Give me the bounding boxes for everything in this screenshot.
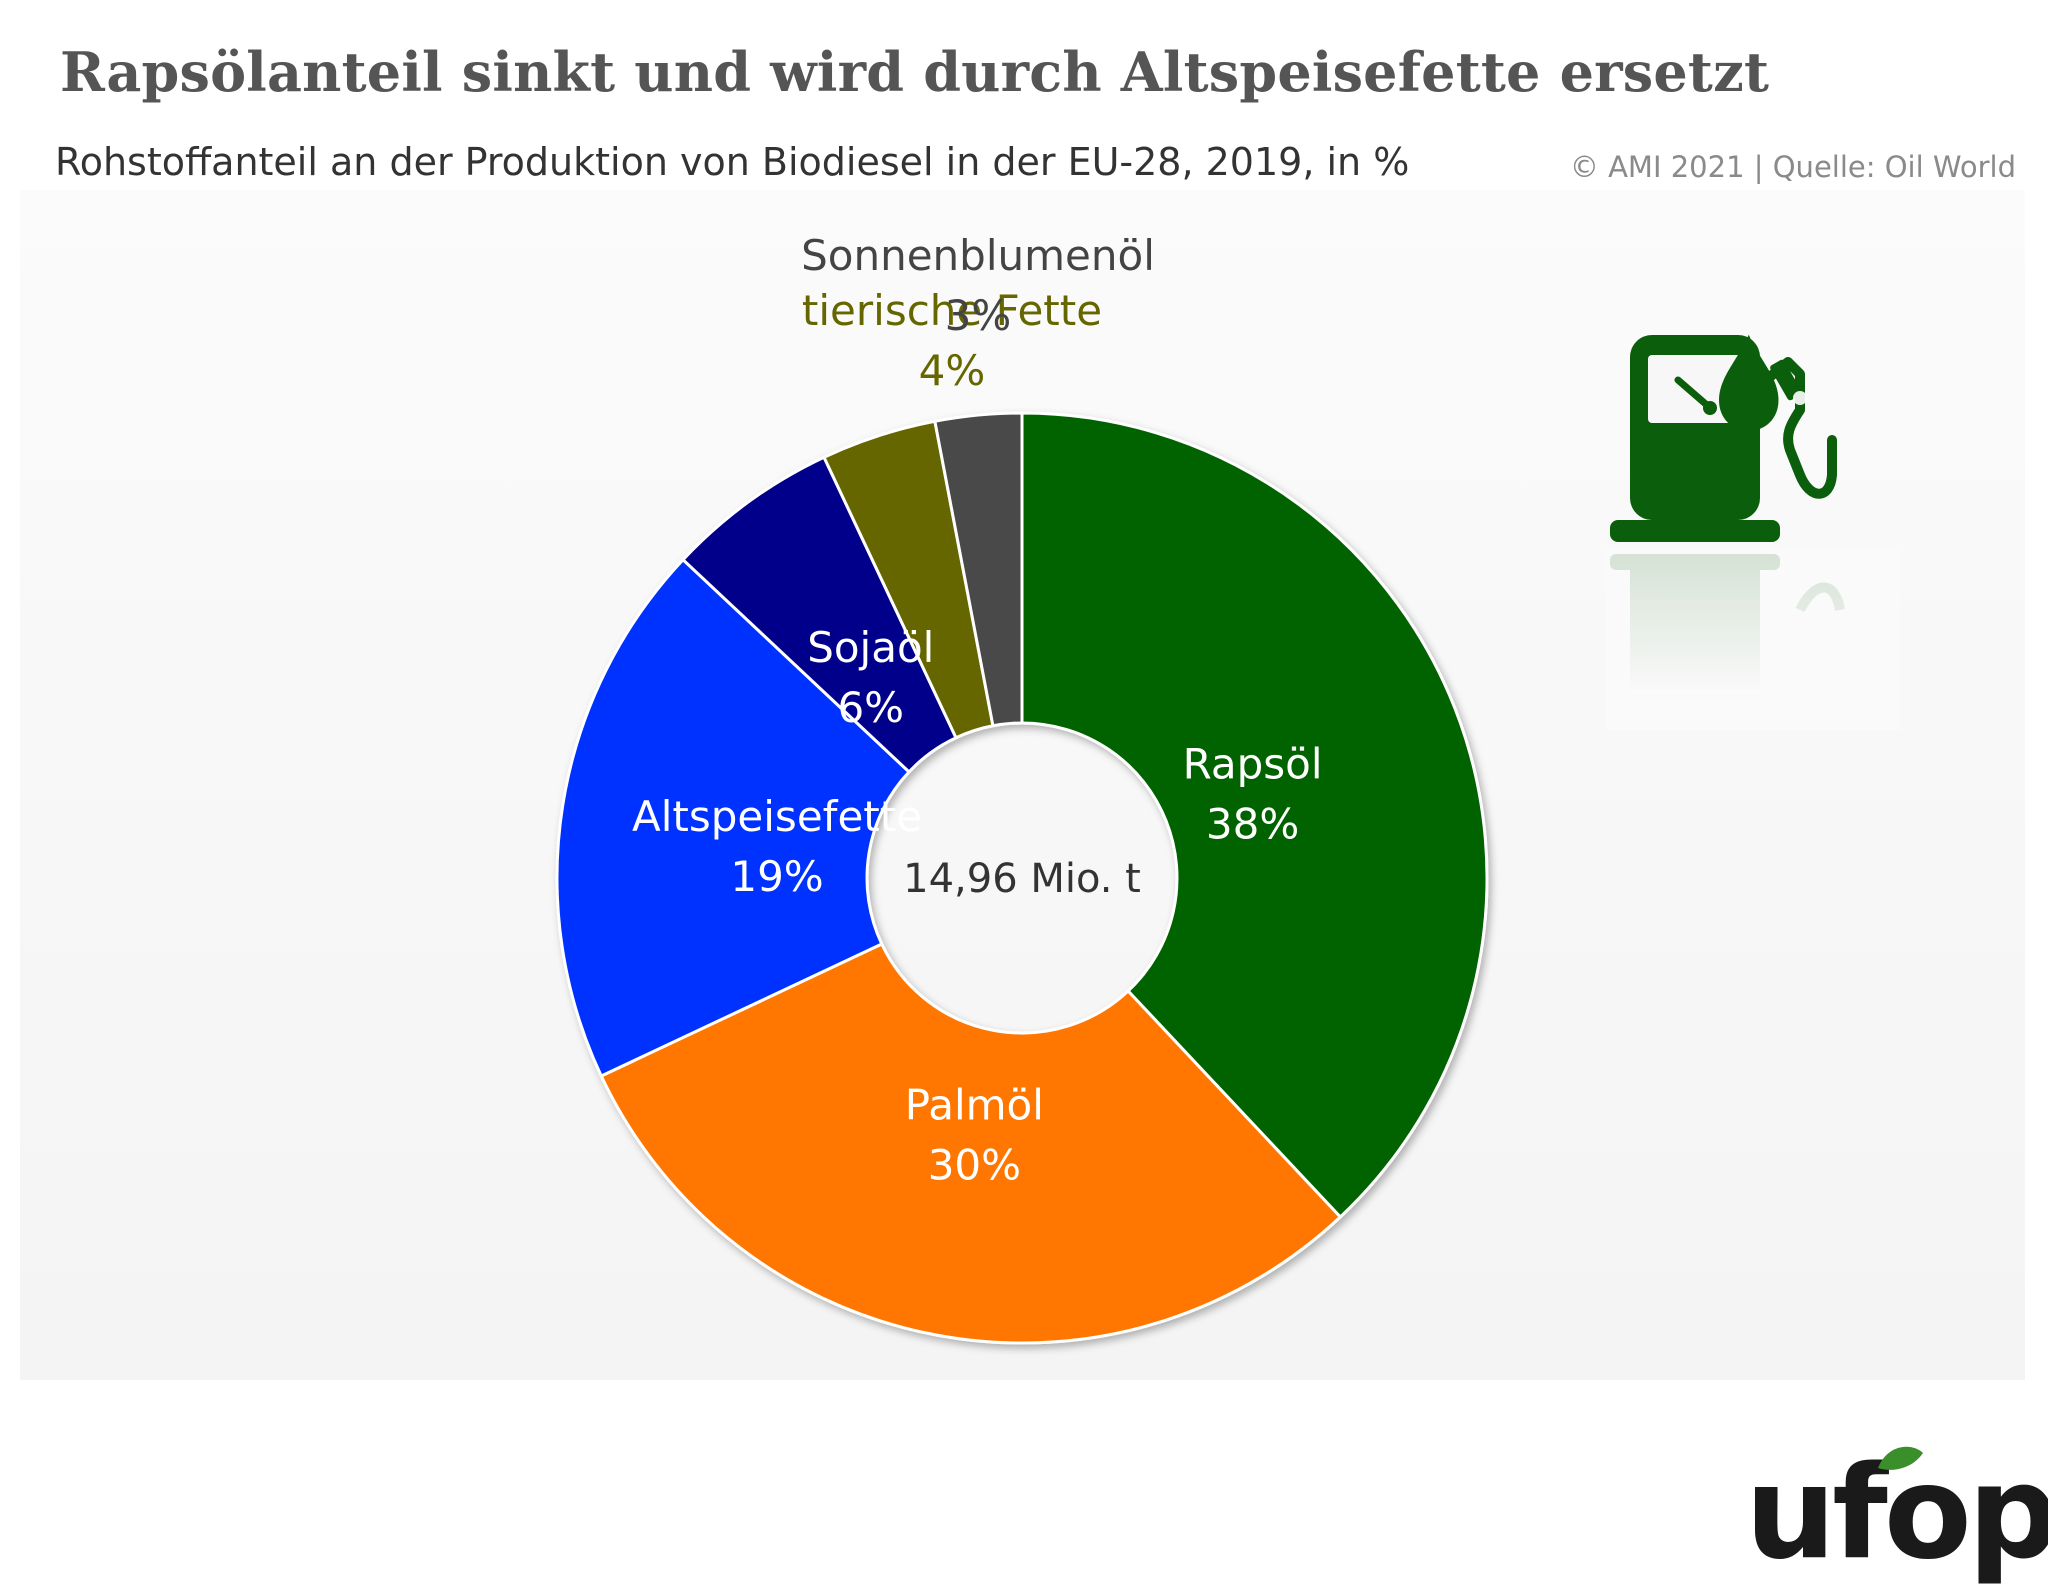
source-note: © AMI 2021 | Quelle: Oil World [1569, 150, 2016, 184]
slice-rapsöl [1020, 411, 1489, 1220]
slice-label: Palmöl [905, 1081, 1044, 1130]
slice-value-label: 4% [919, 346, 986, 395]
slice-label: Rapsöl [1183, 740, 1323, 789]
slice-label: Sojaöl [807, 623, 934, 672]
ufop-logo: ufop [1745, 1439, 2048, 1588]
slice-value-label: 19% [730, 852, 823, 901]
slice-value-label: 6% [837, 683, 904, 732]
center-total-label: 14,96 Mio. t [903, 856, 1141, 902]
slice-value-label: 38% [1206, 800, 1299, 849]
leaf-dot-icon [1878, 1446, 1923, 1470]
slice-value-label: 30% [928, 1141, 1021, 1190]
slice-labels: Rapsöl 38% Palmöl 30% Altspeisefette 19% Sojaö… [632, 231, 1323, 1190]
donut-slices [555, 411, 1489, 1345]
fuel-pump-graphic [1605, 334, 1900, 730]
fuel-pump-icon [1610, 335, 1837, 542]
slice-palmöl [599, 942, 1343, 1345]
slice-value-label: 3% [945, 291, 1012, 340]
slice-label: Altspeisefette [632, 792, 922, 841]
chart-subtitle: Rohstoffanteil an der Produktion von Bio… [55, 140, 1410, 184]
slice-label: Sonnenblumenöl [801, 231, 1155, 280]
slice-label: tierische Fette [802, 286, 1102, 335]
chart-title: Rapsölanteil sinkt und wird durch Altspe… [60, 40, 1770, 104]
pump-reflection [1605, 550, 1900, 730]
oil-drop-icon [1719, 334, 1779, 431]
slice-altspeisefette [555, 557, 912, 1078]
slice-sonnenblumenöl [933, 411, 1024, 728]
